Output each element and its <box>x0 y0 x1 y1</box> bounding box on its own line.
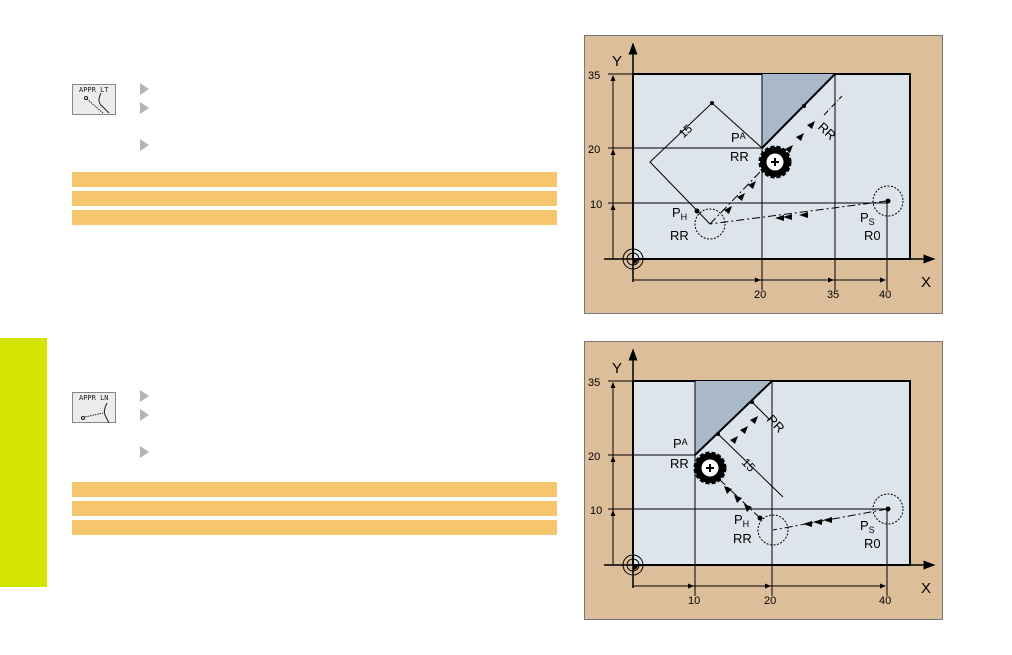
step-arrow-icon <box>140 409 149 421</box>
step-arrow-icon <box>140 139 149 151</box>
contour-line <box>761 73 836 149</box>
softkey-appr-ln[interactable]: APPR LN <box>72 392 116 424</box>
y-tick: 10 <box>590 505 602 517</box>
x-tick: 20 <box>754 289 766 301</box>
chapter-tab <box>0 338 47 587</box>
ph-comp-label: RR <box>733 531 752 546</box>
approach-diagram: Y X 35 20 10 10 20 40 15 PA RR PH RR PS … <box>588 348 936 607</box>
milling-cutter-icon <box>693 451 727 485</box>
step-arrow-icon <box>140 83 149 95</box>
approach-line-normal-icon <box>81 402 110 424</box>
x-axis-label: X <box>921 580 931 597</box>
highlight-bar <box>72 191 557 206</box>
y-tick: 20 <box>588 144 600 156</box>
highlight-bar <box>72 210 557 225</box>
step-arrow-icon <box>140 102 149 114</box>
y-tick: 20 <box>588 451 600 463</box>
x-tick: 10 <box>688 595 700 607</box>
softkey-label: APPR LN <box>79 394 109 402</box>
ps-comp-label: R0 <box>864 536 881 551</box>
x-axis-label: X <box>921 274 931 291</box>
x-tick: 40 <box>879 595 891 607</box>
softkey-label: APPR LT <box>79 86 109 94</box>
approach-line-tangent-icon <box>84 93 110 114</box>
highlight-bar <box>72 520 557 535</box>
pa-label: PA <box>731 130 746 145</box>
ps-label: PS <box>860 210 875 227</box>
y-tick: 10 <box>590 199 602 211</box>
highlight-bar <box>72 501 557 516</box>
ps-label: PS <box>860 518 875 535</box>
y-tick: 35 <box>588 70 600 82</box>
milling-cutter-icon <box>758 145 792 179</box>
pa-comp-label: RR <box>670 456 689 471</box>
step-arrow-icon <box>140 446 149 458</box>
x-tick: 35 <box>827 289 839 301</box>
x-tick: 20 <box>764 595 776 607</box>
ph-label: PH <box>734 512 749 529</box>
approach-diagram: Y X 35 20 10 20 35 40 15 PA RR PH RR PS … <box>588 42 936 301</box>
highlight-bar <box>72 482 557 497</box>
contour-line <box>694 380 773 456</box>
highlight-bar <box>72 172 557 187</box>
y-axis-label: Y <box>612 360 622 377</box>
diagram-appr-lt: Y X 35 20 10 20 35 40 15 PA RR PH RR PS … <box>584 35 943 314</box>
diagram-appr-ln: Y X 35 20 10 10 20 40 15 PA RR PH RR PS … <box>584 341 943 620</box>
x-tick: 40 <box>879 289 891 301</box>
ph-comp-label: RR <box>670 228 689 243</box>
ps-comp-label: R0 <box>864 228 881 243</box>
y-axis-label: Y <box>612 53 622 70</box>
step-arrow-icon <box>140 390 149 402</box>
softkey-appr-lt[interactable]: APPR LT <box>72 84 116 115</box>
y-tick: 35 <box>588 377 600 389</box>
pa-comp-label: RR <box>730 149 749 164</box>
pa-label: PA <box>673 436 688 451</box>
ph-label: PH <box>672 205 687 222</box>
